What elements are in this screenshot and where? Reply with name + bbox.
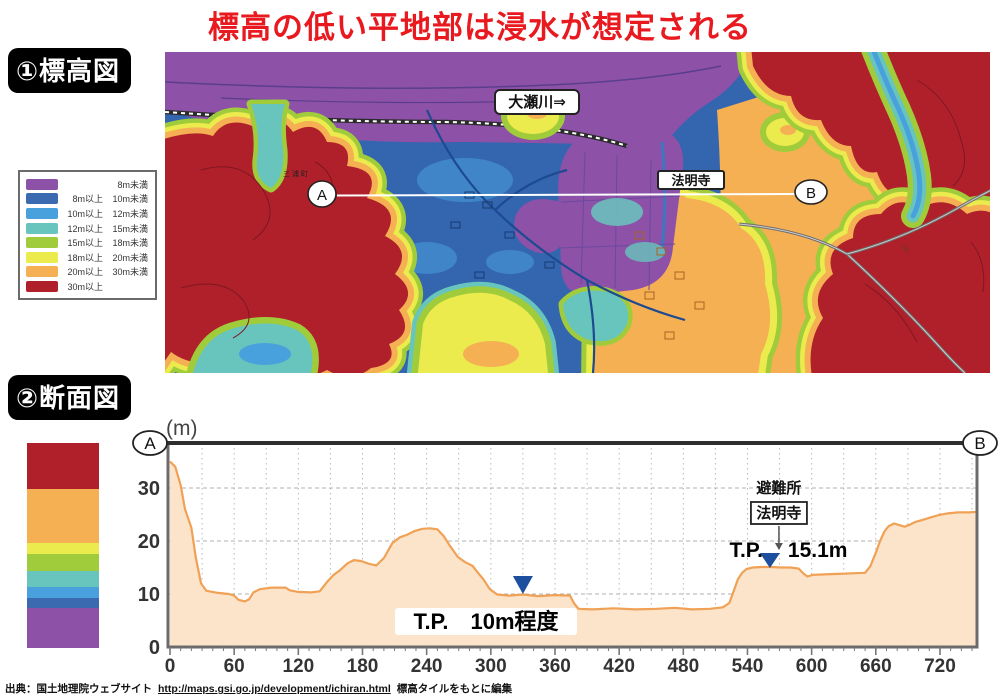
- section-label-cross-section: ②断面図: [8, 375, 132, 420]
- attribution-prefix: 出典：国土地理院ウェブサイト: [5, 683, 152, 695]
- legend-swatch: [26, 222, 58, 234]
- legend-range-low: 15m以上: [67, 238, 103, 249]
- colorbar-segment: [27, 598, 99, 608]
- map-point-b-label: B: [806, 185, 816, 202]
- colorbar-segment: [27, 489, 99, 543]
- legend-swatch: [26, 237, 58, 249]
- elevation-legend: 8m未満 8m以上 10m未満 10m以上 12m未満 12m以上 15m未満 15m以上 18…: [18, 170, 157, 300]
- map-point-a-label: A: [317, 187, 327, 204]
- x-tick-label: 480: [667, 656, 699, 677]
- colorbar-segment: [27, 554, 99, 571]
- legend-range-high: 12m未満: [112, 208, 148, 219]
- map-point-b-marker: [794, 179, 828, 205]
- legend-row: 20m以上 30m未満: [26, 265, 149, 280]
- shelter-title: 避難所: [756, 479, 801, 497]
- map-contour-label: 50: [900, 244, 911, 254]
- x-tick-label: 0: [165, 656, 176, 677]
- shelter-marker-triangle: [759, 553, 780, 568]
- valley-label: T.P. 10m程度: [413, 609, 559, 634]
- endpoint-b-marker: [962, 430, 998, 456]
- elevation-map-canvas: 三浦町 50 A B 大瀬川⇒ 法明寺: [165, 52, 990, 373]
- legend-row: 15m以上 18m未満: [26, 235, 149, 250]
- x-tick-label: 600: [796, 656, 828, 677]
- legend-row: 18m以上 20m未満: [26, 250, 149, 265]
- y-tick-label: 20: [138, 531, 160, 553]
- shelter-leader-arrow: [774, 543, 783, 550]
- colorbar-segment: [27, 543, 99, 554]
- x-tick-label: 660: [860, 656, 892, 677]
- legend-range-high: 10m未満: [112, 194, 148, 205]
- y-axis-unit: (m): [166, 417, 197, 440]
- river-label-box: [494, 89, 580, 115]
- legend-range-low: 20m以上: [67, 267, 103, 278]
- valley-label-box: [395, 608, 577, 635]
- colorbar-segment: [27, 608, 99, 648]
- x-tick-label: 420: [603, 656, 635, 677]
- attribution-suffix: 標高タイルをもとに編集: [396, 683, 513, 695]
- legend-swatch: [26, 178, 58, 190]
- attribution-url[interactable]: http://maps.gsi.go.jp/development/ichira…: [158, 683, 391, 695]
- legend-row: 8m未満: [26, 177, 149, 192]
- colorbar-segment: [27, 571, 99, 587]
- temple-label-box: [657, 170, 725, 190]
- shelter-name: 法明寺: [756, 504, 801, 522]
- x-tick-label: 120: [282, 656, 314, 677]
- elevation-colorbar: [27, 443, 99, 648]
- legend-swatch: [26, 193, 58, 205]
- legend-row: 8m以上 10m未満: [26, 192, 149, 207]
- y-tick-label: 30: [138, 478, 160, 500]
- valley-marker-triangle: [512, 576, 533, 594]
- cross-section-chart: 0 60 120 180 240 300 360 420 480 540 600 660 720 0 10 2…: [0, 405, 1000, 700]
- map-town-label: 三浦町: [283, 169, 310, 178]
- river-label: 大瀬川⇒: [508, 93, 566, 111]
- temple-label: 法明寺: [671, 173, 710, 188]
- legend-range-high: 8m未満: [117, 179, 148, 190]
- legend-row: 12m以上 15m未満: [26, 221, 149, 236]
- legend-range-low: 30m以上: [67, 281, 103, 292]
- legend-swatch: [26, 207, 58, 219]
- legend-swatch: [26, 251, 58, 263]
- section-label-elevation-map: ①標高図: [8, 48, 132, 93]
- x-tick-label: 240: [411, 656, 443, 677]
- legend-swatch: [26, 280, 58, 292]
- shelter-tp-prefix: T.P.: [729, 539, 762, 562]
- x-tick-label: 720: [924, 656, 956, 677]
- legend-range-low: 8m以上: [72, 194, 103, 205]
- cross-section-canvas: 0 60 120 180 240 300 360 420 480 540 600 660 720 0 10 2…: [132, 417, 998, 677]
- x-tick-label: 540: [732, 656, 764, 677]
- elevation-map: 三浦町 50 A B 大瀬川⇒ 法明寺: [165, 52, 990, 373]
- shelter-name-box: [750, 501, 808, 525]
- profile-area: [170, 461, 977, 647]
- y-tick-label: 10: [138, 584, 160, 606]
- colorbar-segment: [27, 443, 99, 489]
- legend-range-high: 30m未満: [112, 267, 148, 278]
- endpoint-a-label: A: [144, 434, 156, 453]
- y-tick-label: 0: [149, 637, 160, 659]
- legend-row: 30m以上: [26, 279, 149, 294]
- legend-range-low: 12m以上: [67, 223, 103, 234]
- shelter-elevation-value: 15.1m: [788, 539, 848, 562]
- x-tick-label: 360: [539, 656, 571, 677]
- legend-range-high: 18m未満: [112, 238, 148, 249]
- section-line: [336, 193, 796, 197]
- x-tick-label: 180: [347, 656, 379, 677]
- profile-line: [169, 460, 978, 611]
- attribution: 出典：国土地理院ウェブサイト http://maps.gsi.go.jp/deve…: [5, 681, 518, 696]
- page-title: 標高の低い平地部は浸水が想定される: [208, 10, 752, 45]
- map-point-a-marker: [307, 180, 337, 208]
- endpoint-a-marker: [132, 430, 168, 456]
- legend-range-low: 10m以上: [67, 208, 103, 219]
- legend-row: 10m以上 12m未満: [26, 206, 149, 221]
- legend-range-high: 15m未満: [112, 223, 148, 234]
- legend-swatch: [26, 266, 58, 278]
- legend-range-high: 20m未満: [112, 252, 148, 263]
- colorbar-segment: [27, 587, 99, 598]
- legend-range-low: 18m以上: [67, 252, 103, 263]
- x-tick-label: 60: [224, 656, 245, 677]
- x-tick-label: 300: [475, 656, 507, 677]
- endpoint-b-label: B: [974, 434, 985, 453]
